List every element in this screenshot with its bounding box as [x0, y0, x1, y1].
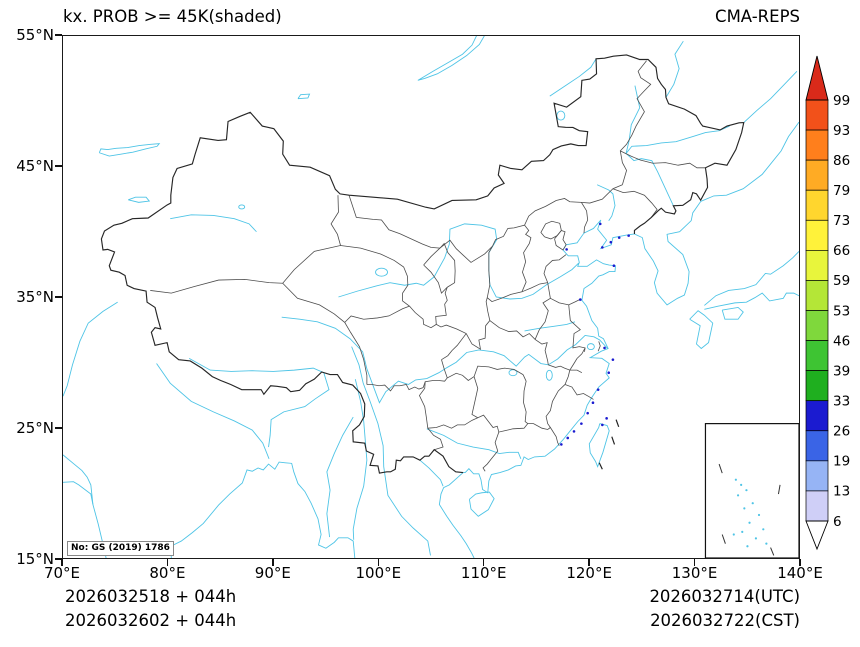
svg-text:59: 59	[833, 273, 850, 289]
lon-tick-label: 130°E	[671, 564, 718, 582]
svg-text:26: 26	[833, 424, 850, 440]
lon-tick-label: 110°E	[460, 564, 507, 582]
tick-mark	[55, 165, 62, 167]
tick-mark	[55, 427, 62, 429]
lat-tick-label: 25°N	[16, 419, 54, 437]
tick-mark	[588, 559, 590, 566]
svg-text:86: 86	[833, 153, 850, 169]
lat-tick-label: 55°N	[16, 26, 54, 44]
tick-mark	[55, 296, 62, 298]
tick-mark	[272, 559, 274, 566]
svg-text:73: 73	[833, 213, 850, 229]
tick-mark	[377, 559, 380, 566]
colorbar-svg: 99 93 86 79 73 66 59 53 46 39 33 26 19 13 6	[805, 55, 850, 551]
lon-tick-label: 70°E	[43, 564, 81, 582]
lat-tick-label: 15°N	[16, 550, 54, 568]
tick-mark	[55, 34, 62, 36]
tick-mark	[55, 558, 62, 560]
lon-tick-label: 140°E	[777, 564, 823, 582]
tick-mark	[61, 559, 63, 566]
svg-text:79: 79	[833, 183, 850, 199]
model-label: CMA-REPS	[715, 7, 800, 26]
init-time-utc: 2026032518 + 044h	[65, 587, 237, 606]
lon-tick-label: 120°E	[566, 564, 612, 582]
colorbar: 99 93 86 79 73 66 59 53 46 39 33 26 19 13 6	[802, 50, 860, 558]
svg-text:13: 13	[833, 484, 850, 500]
china-map-svg	[63, 36, 799, 558]
svg-text:39: 39	[833, 363, 850, 379]
tick-mark	[799, 559, 801, 566]
svg-text:93: 93	[833, 123, 850, 139]
lat-tick-label: 35°N	[16, 288, 54, 306]
svg-text:53: 53	[833, 303, 850, 319]
lon-tick-label: 80°E	[149, 564, 186, 582]
page-title: kx. PROB >= 45K(shaded)	[63, 7, 282, 26]
svg-text:6: 6	[833, 514, 842, 530]
tick-mark	[693, 559, 696, 566]
init-time-cst: 2026032602 + 044h	[65, 611, 237, 630]
map-plot	[62, 35, 800, 559]
valid-time-cst: 2026032722(CST)	[650, 611, 800, 630]
lon-tick-label: 100°E	[355, 564, 402, 582]
lon-tick-label: 90°E	[254, 564, 291, 582]
valid-time-utc: 2026032714(UTC)	[649, 587, 800, 606]
license-badge: No: GS (2019) 1786	[67, 541, 174, 556]
svg-text:33: 33	[833, 394, 850, 410]
tick-mark	[166, 559, 169, 566]
lat-tick-label: 45°N	[16, 157, 54, 175]
svg-text:99: 99	[833, 93, 850, 109]
svg-text:19: 19	[833, 454, 850, 470]
tick-mark	[482, 559, 485, 566]
svg-text:66: 66	[833, 243, 850, 259]
svg-text:46: 46	[833, 333, 850, 349]
